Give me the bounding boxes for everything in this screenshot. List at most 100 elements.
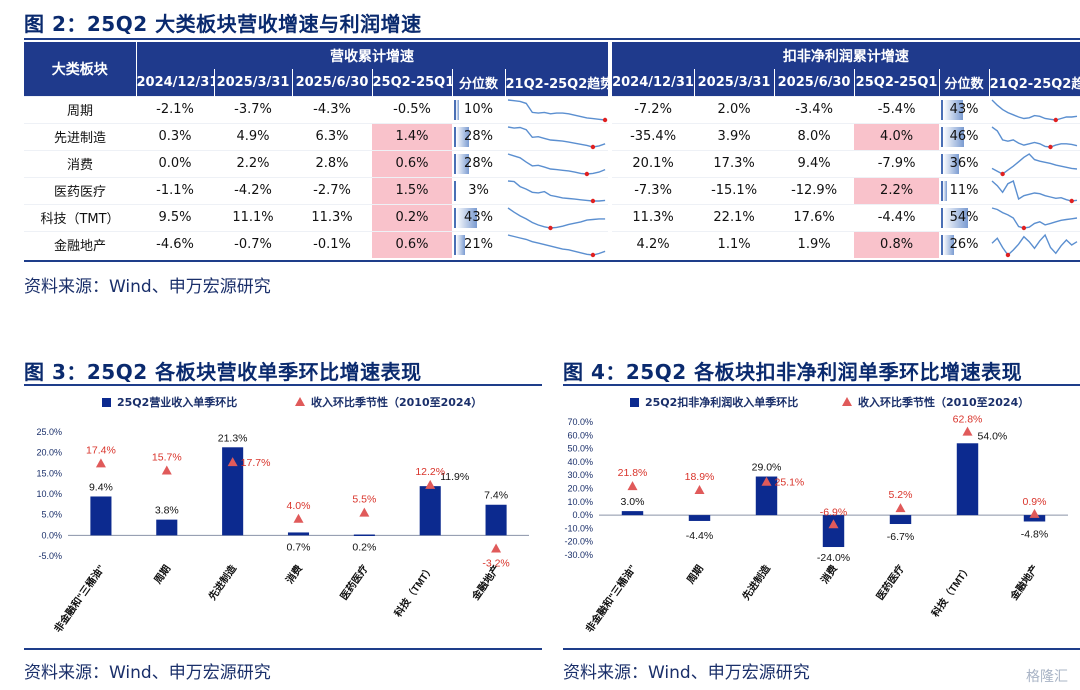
- quantile-bar: [941, 234, 955, 255]
- value-cell: 9.5%: [136, 203, 214, 231]
- marker-value-label: 0.9%: [1023, 496, 1047, 508]
- value-cell: 11.3%: [612, 203, 695, 231]
- x-category-label: 周期: [151, 562, 173, 586]
- quantile-cell: 36%: [939, 149, 990, 177]
- revenue-group-header: 营收累计增速: [136, 42, 609, 69]
- fig3-bottom-rule: [24, 648, 542, 650]
- value-cell: 1.4%: [372, 122, 452, 150]
- quantile-bar: [454, 153, 469, 174]
- value-cell: -7.3%: [612, 176, 695, 204]
- fig3-source: 资料来源：Wind、申万宏源研究: [24, 663, 271, 683]
- quantile-cell: 46%: [939, 122, 990, 150]
- marker-value-label: 17.7%: [241, 457, 271, 469]
- table-bottom-rule: [24, 260, 1080, 262]
- x-category-label: 科技（TMT）: [929, 562, 974, 619]
- seasonality-marker: [694, 484, 705, 494]
- sparkline-path: [991, 233, 1078, 256]
- y-tick-label: 0.0%: [572, 510, 593, 520]
- y-tick-label: -10.0%: [564, 523, 593, 533]
- y-tick-label: 0.0%: [41, 530, 62, 540]
- sparkline-low-point: [548, 225, 553, 230]
- value-cell: -3.4%: [774, 95, 855, 123]
- sector-name-cell: 先进制造: [24, 122, 136, 150]
- marker-value-label: 62.8%: [953, 414, 983, 426]
- value-cell: -4.2%: [214, 176, 292, 204]
- x-category-label: 先进制造: [739, 561, 773, 602]
- bar: [755, 476, 778, 516]
- value-cell: 0.8%: [854, 230, 940, 258]
- trend-sparkline-cell: [989, 176, 1080, 204]
- value-cell: -7.9%: [854, 149, 940, 177]
- marker-value-label: -6.9%: [820, 506, 847, 518]
- seasonality-marker: [895, 503, 906, 513]
- bar-value-label: 0.7%: [287, 541, 311, 553]
- trend-sparkline-cell: [989, 149, 1080, 177]
- column-gap: [608, 177, 613, 204]
- bar: [621, 511, 644, 516]
- quantile-value: 21%: [464, 237, 493, 253]
- x-category-label: 周期: [684, 562, 706, 586]
- profit-group-header: 扣非净利润累计增速: [612, 42, 1080, 69]
- fig4-title: 图 4：25Q2 各板块扣非净利润单季环比增速表现: [563, 360, 1023, 384]
- fig2-source: 资料来源：Wind、申万宏源研究: [24, 277, 271, 297]
- seasonality-marker: [293, 513, 304, 523]
- bar-value-label: 9.4%: [89, 481, 113, 493]
- table-row: 先进制造 0.3% 4.9% 6.3% 1.4% 28% -35.4% 3.9% 8.0% 4.0…: [24, 122, 1080, 150]
- trend-sparkline: [991, 206, 1078, 230]
- bar: [90, 496, 112, 536]
- bar-value-label: 7.4%: [484, 490, 508, 502]
- sector-growth-table: 大类板块 营收累计增速 扣非净利润累计增速 2024/12/31 2025/3/…: [24, 42, 1080, 258]
- value-cell: 4.0%: [854, 122, 940, 150]
- value-cell: 17.6%: [774, 203, 855, 231]
- col-header: 25Q2-25Q1: [372, 69, 453, 96]
- col-header: 2025/6/30: [292, 69, 373, 96]
- fig2-title: 图 2：25Q2 大类板块营收增速与利润增速: [24, 12, 422, 36]
- sector-name-cell: 消费: [24, 149, 136, 177]
- trend-sparkline: [507, 179, 606, 203]
- table-row: 科技（TMT） 9.5% 11.1% 11.3% 0.2% 43% 11.3% 22.1% 17…: [24, 203, 1080, 231]
- col-header: 2024/12/31: [612, 69, 695, 96]
- value-cell: 20.1%: [612, 149, 695, 177]
- watermark-logo: 格隆汇: [1026, 669, 1068, 685]
- y-tick-label: -20.0%: [564, 537, 593, 547]
- value-cell: 11.1%: [214, 203, 292, 231]
- value-cell: -4.4%: [854, 203, 940, 231]
- y-tick-label: -5.0%: [38, 551, 62, 561]
- bar: [889, 515, 912, 525]
- trend-sparkline-cell: [505, 95, 609, 123]
- bar-value-label: 21.3%: [218, 432, 248, 444]
- sparkline-path: [507, 152, 606, 175]
- sparkline-low-point: [584, 171, 590, 176]
- quantile-bar: [941, 207, 969, 228]
- sparkline-low-point: [590, 198, 596, 203]
- table-row: 医药医疗 -1.1% -4.2% -2.7% 1.5% 3% -7.3% -15.1% -12.…: [24, 176, 1080, 204]
- quantile-value: 36%: [949, 156, 979, 171]
- fig4-legend-bar: 25Q2扣非净利润收入单季环比: [630, 394, 798, 410]
- x-category-label: 科技（TMT）: [391, 562, 436, 619]
- trend-sparkline: [991, 125, 1078, 149]
- col-header: 分位数: [939, 69, 990, 96]
- sparkline-low-point: [590, 144, 596, 149]
- sparkline-low-point: [1000, 171, 1005, 176]
- trend-sparkline-cell: [505, 122, 609, 150]
- seasonality-marker: [491, 543, 502, 553]
- trend-sparkline: [991, 152, 1078, 176]
- value-cell: 0.6%: [372, 149, 452, 177]
- fig3-title-rule: [24, 384, 542, 386]
- col-header: 2024/12/31: [136, 69, 215, 96]
- sparkline-low-point: [590, 252, 596, 257]
- marker-value-label: -3.2%: [482, 558, 509, 570]
- col-header: 21Q2-25Q2趋势: [505, 69, 609, 96]
- value-cell: 1.1%: [694, 230, 775, 258]
- seasonality-marker: [761, 476, 772, 486]
- quantile-cell: 28%: [452, 122, 505, 150]
- legend-bar-swatch: [102, 398, 111, 407]
- sparkline-path: [507, 234, 606, 256]
- bar: [419, 486, 441, 536]
- column-gap: [608, 204, 613, 231]
- quantile-bar: [454, 126, 469, 147]
- quantile-value: 10%: [464, 102, 493, 117]
- y-tick-label: 50.0%: [567, 444, 593, 454]
- sector-name-cell: 科技（TMT）: [24, 203, 136, 231]
- quantile-cell: 43%: [452, 203, 505, 231]
